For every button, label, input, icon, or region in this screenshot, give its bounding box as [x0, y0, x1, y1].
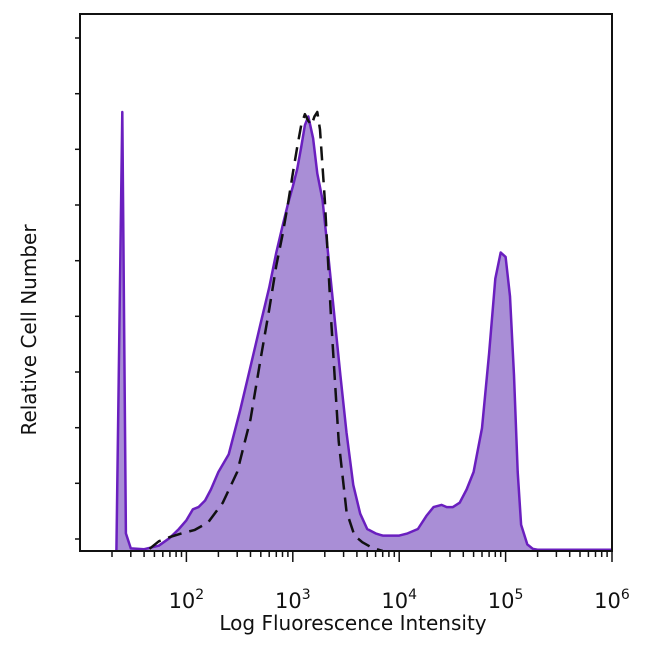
x-tick-label: 106 — [594, 587, 630, 613]
series-0-line — [115, 110, 613, 552]
plot-frame — [79, 13, 613, 552]
x-axis-ticks: 102 103 104 105 106 — [111, 551, 630, 613]
series-0-area — [116, 112, 612, 551]
x-tick-label: 103 — [275, 587, 311, 613]
plot-area — [115, 110, 613, 553]
x-tick-label: 104 — [381, 587, 417, 613]
x-tick-label: 105 — [488, 587, 524, 613]
x-axis-title: Log Fluorescence Intensity — [219, 611, 486, 635]
x-tick-label: 102 — [169, 587, 205, 613]
series-1-dashed-line — [148, 110, 384, 553]
y-axis-title: Relative Cell Number — [17, 224, 41, 436]
y-axis-ticks — [75, 37, 80, 540]
